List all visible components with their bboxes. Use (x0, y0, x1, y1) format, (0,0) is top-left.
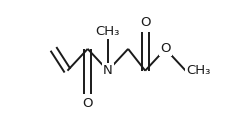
Text: CH₃: CH₃ (186, 64, 211, 77)
Text: N: N (103, 64, 113, 77)
Text: O: O (160, 42, 171, 55)
Text: O: O (82, 97, 93, 110)
Text: O: O (140, 16, 150, 29)
Text: CH₃: CH₃ (96, 25, 120, 38)
